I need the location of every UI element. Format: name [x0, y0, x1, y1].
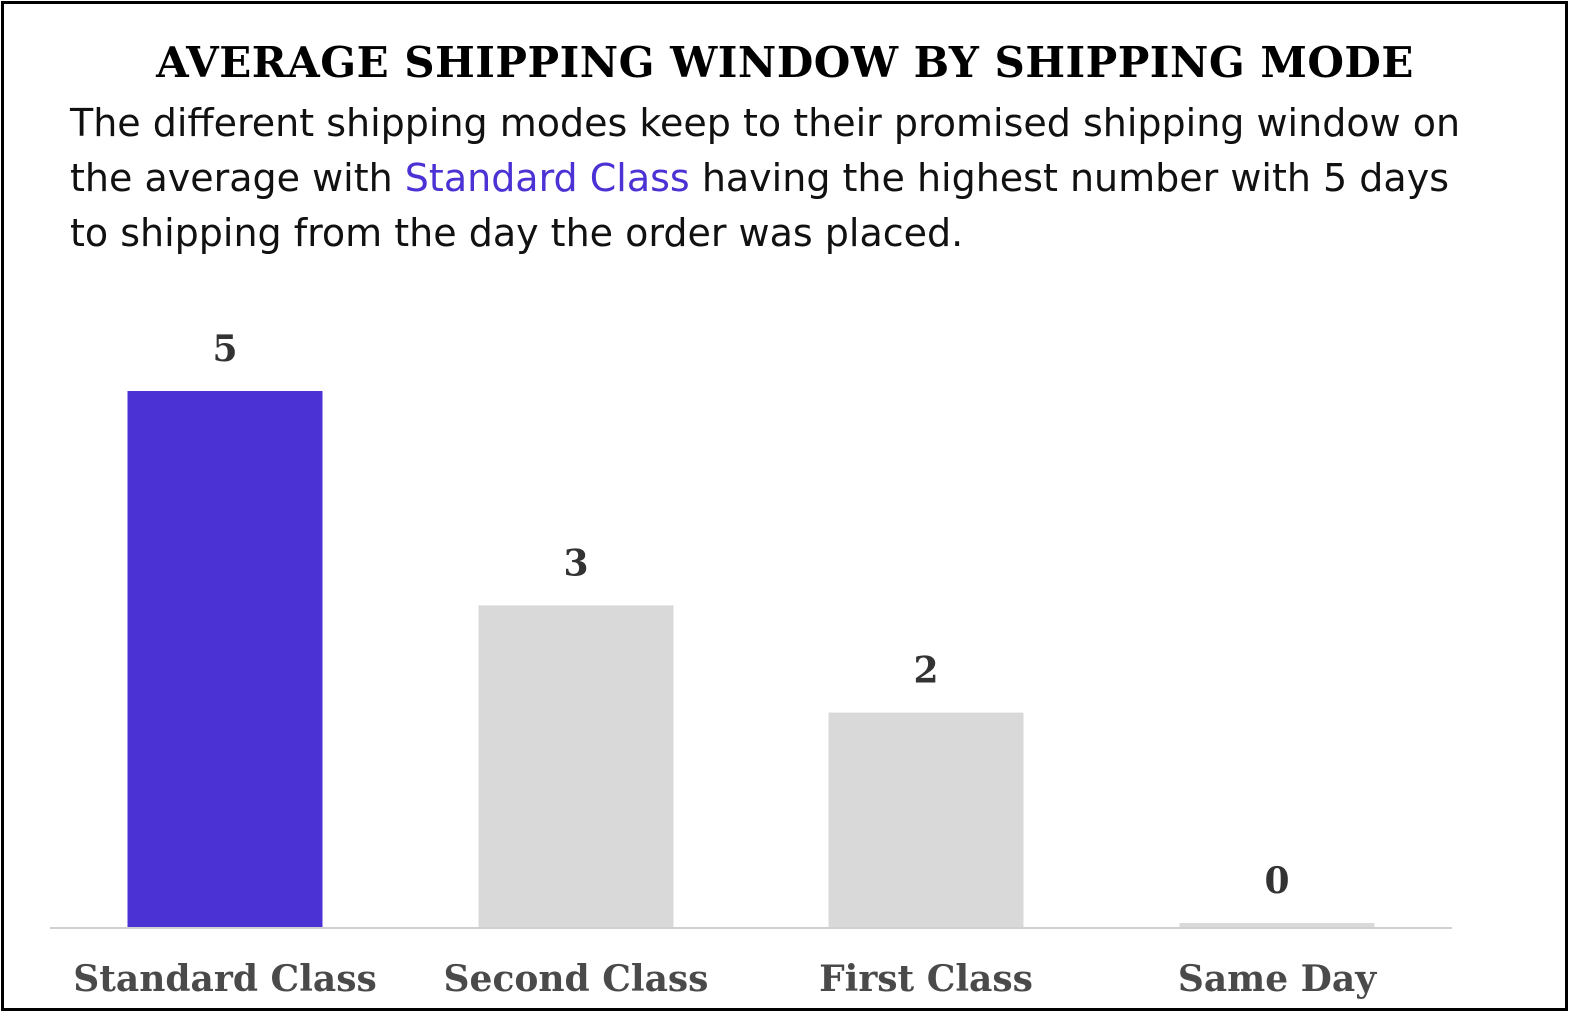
value-label: 2 — [913, 650, 938, 692]
category-label: First Class — [819, 958, 1033, 1000]
category-label: Standard Class — [73, 958, 377, 1000]
bar-first-class — [828, 712, 1024, 927]
bar-standard-class — [127, 391, 323, 927]
value-label: 5 — [212, 328, 237, 370]
category-label: Same Day — [1178, 958, 1377, 1000]
subtitle-text-after: having the highest number with 5 days to… — [70, 156, 1449, 255]
subtitle-highlight: Standard Class — [404, 156, 690, 200]
value-label: 3 — [563, 542, 588, 584]
value-label: 0 — [1264, 860, 1289, 902]
bar-same-day — [1179, 923, 1375, 927]
bar-second-class — [478, 605, 674, 927]
chart-subtitle: The different shipping modes keep to the… — [70, 96, 1490, 261]
chart-title: AVERAGE SHIPPING WINDOW BY SHIPPING MODE — [156, 38, 1414, 87]
subtitle-text-before: The different shipping modes keep to the… — [70, 101, 1461, 200]
category-label: Second Class — [444, 958, 709, 1000]
